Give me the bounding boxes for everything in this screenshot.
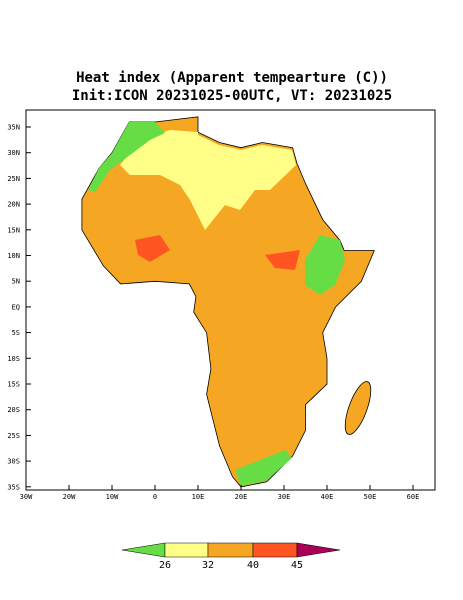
madagascar [344, 381, 372, 435]
lat-tick-label: 15S [7, 381, 20, 389]
map-plot [25, 109, 436, 491]
lon-tick-label: 0 [153, 493, 157, 501]
lon-tick-label: 60E [407, 493, 420, 501]
lat-tick-label: 20N [7, 201, 20, 209]
colorbar [121, 542, 341, 558]
colorbar-segment [164, 542, 209, 558]
colorbar-label: 40 [247, 560, 259, 571]
lat-tick-label: EQ [12, 303, 20, 311]
colorbar-label: 26 [159, 560, 171, 571]
title: Heat index (Apparent tempearture (C)) [76, 70, 388, 86]
colorbar-segment [296, 542, 341, 558]
lon-tick-label: 50E [364, 493, 377, 501]
lon-tick-label: 30W [20, 493, 33, 501]
lat-tick-label: 30N [7, 149, 20, 157]
red-region [265, 250, 300, 270]
lon-tick-label: 20E [235, 493, 248, 501]
yellow-region [120, 130, 296, 230]
green-region [88, 122, 165, 192]
green-region [305, 235, 345, 295]
africa [81, 116, 375, 488]
colorbar-label: 45 [291, 560, 303, 571]
lat-tick-label: 10N [7, 252, 20, 260]
lat-tick-label: 35N [7, 124, 20, 132]
lat-tick-label: 5S [12, 329, 20, 337]
lon-tick-label: 20W [63, 493, 76, 501]
colorbar-segment [252, 542, 298, 558]
colorbar-segment [207, 542, 254, 558]
lat-tick-label: 20S [7, 406, 20, 414]
lon-tick-label: 10E [192, 493, 205, 501]
colorbar-label: 32 [202, 560, 214, 571]
lat-tick-label: 35S [7, 483, 20, 491]
colorbar-segment [121, 542, 166, 558]
lat-tick-label: 30S [7, 458, 20, 466]
lon-tick-label: 10W [106, 493, 119, 501]
lat-tick-label: 25N [7, 175, 20, 183]
subtitle: Init:ICON 20231025-00UTC, VT: 20231025 [72, 88, 392, 104]
lon-tick-label: 40E [321, 493, 334, 501]
lat-tick-label: 15N [7, 226, 20, 234]
lat-tick-label: 5N [12, 278, 20, 286]
lat-tick-label: 10S [7, 355, 20, 363]
red-region [135, 235, 170, 262]
lon-tick-label: 30E [278, 493, 291, 501]
green-region [235, 450, 292, 486]
lat-tick-label: 25S [7, 432, 20, 440]
